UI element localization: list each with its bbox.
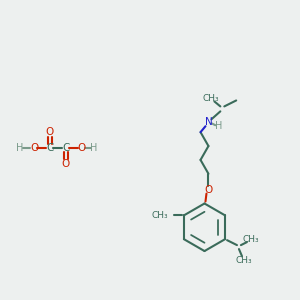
Text: N: N — [205, 117, 212, 127]
Text: O: O — [46, 127, 54, 137]
Text: H: H — [90, 143, 97, 153]
Text: O: O — [62, 159, 70, 169]
Text: C: C — [46, 143, 54, 153]
Text: CH₃: CH₃ — [236, 256, 252, 266]
Text: H: H — [16, 143, 23, 153]
Text: CH₃: CH₃ — [202, 94, 219, 103]
Text: H: H — [215, 121, 222, 131]
Text: O: O — [30, 143, 38, 153]
Text: CH₃: CH₃ — [242, 235, 259, 244]
Text: O: O — [204, 184, 213, 195]
Text: O: O — [77, 143, 86, 153]
Text: CH₃: CH₃ — [152, 211, 168, 220]
Text: C: C — [62, 143, 70, 153]
